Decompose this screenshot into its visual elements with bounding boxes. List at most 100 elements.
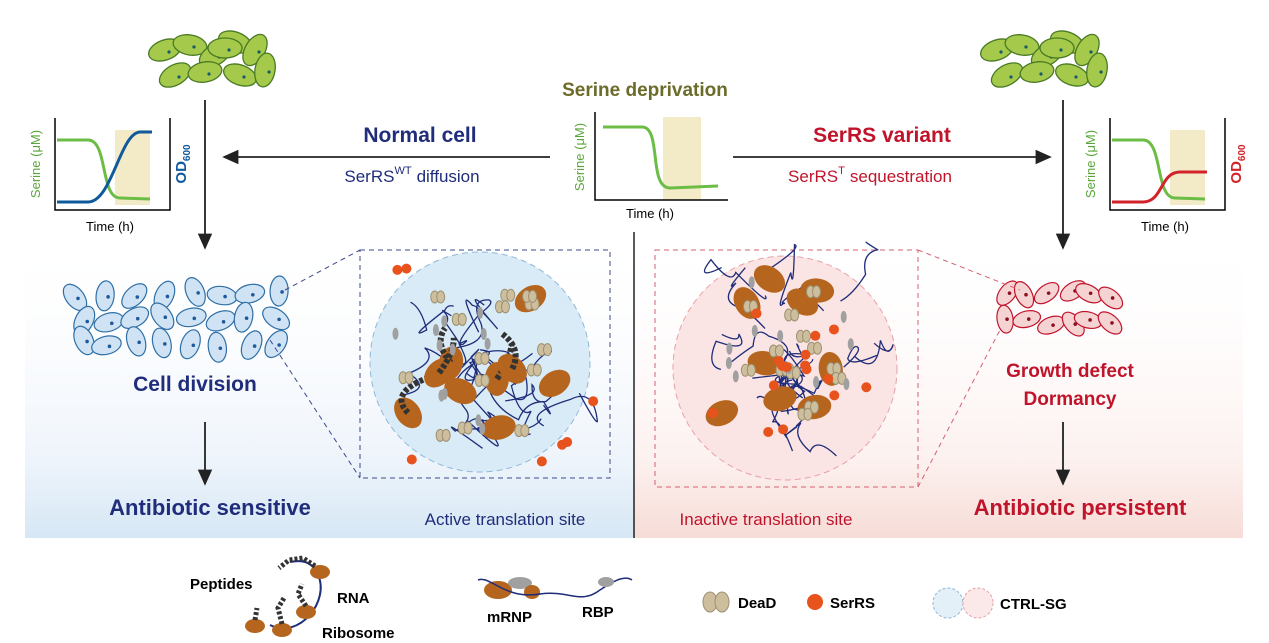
cell-dot (1026, 317, 1031, 321)
rbp (726, 342, 733, 355)
cell-dot (85, 339, 89, 344)
rna (458, 315, 479, 365)
rna (703, 258, 767, 300)
y2-label: OD600 (1228, 144, 1248, 184)
legend-label: Ribosome (322, 625, 395, 642)
cell-dot (177, 75, 181, 79)
cell-dot (85, 319, 90, 324)
legend-label: RBP (582, 604, 614, 621)
dead (532, 363, 542, 377)
dead (463, 421, 473, 435)
cell-dot (218, 346, 223, 351)
cell (990, 62, 1024, 88)
serrs (536, 456, 547, 467)
axes (1109, 118, 1226, 211)
cell-dot (257, 50, 261, 54)
cell (1086, 52, 1108, 88)
cell (264, 330, 288, 359)
serine-curve (603, 125, 719, 190)
cell-dot (1024, 45, 1028, 49)
cell (150, 302, 175, 331)
legend-mrnp (508, 577, 532, 589)
cell-state: Cell division (133, 373, 257, 396)
cell-dot (223, 294, 227, 299)
rna (410, 301, 454, 334)
dead (803, 407, 813, 421)
cell-dot (1024, 292, 1028, 297)
legend-mrnp (524, 585, 540, 599)
zoom-line (917, 249, 1021, 291)
cell-dot (76, 296, 80, 301)
dead (812, 285, 822, 299)
cell (179, 329, 201, 360)
cell-dot (1005, 317, 1009, 321)
cell (151, 327, 172, 359)
rna (840, 241, 880, 302)
legend-rbp (598, 577, 614, 587)
cell (240, 330, 263, 360)
cell-dot (1088, 291, 1093, 296)
cell-dot (251, 292, 255, 297)
cell-state: Growth defect (1006, 361, 1134, 382)
cell-dot (137, 340, 141, 345)
zoom-line (917, 329, 1001, 488)
rna (731, 331, 789, 365)
cell (1012, 310, 1042, 329)
cell-dot (1110, 296, 1115, 300)
legend-label: CTRL-SG (1000, 596, 1067, 613)
cell-dot (1099, 70, 1103, 74)
dead (774, 344, 784, 358)
cell-dot (1039, 72, 1043, 76)
rna (843, 345, 878, 368)
zoom-line (269, 339, 361, 479)
rbp (449, 343, 456, 356)
ribosome (705, 400, 739, 427)
dead (436, 290, 446, 304)
rna (464, 349, 490, 381)
cell (120, 306, 150, 330)
text-base: OD (173, 161, 190, 184)
rbp (484, 337, 491, 350)
cell-cluster (980, 30, 1108, 88)
text-sub: 600 (1237, 144, 1248, 161)
rbp (477, 306, 484, 319)
rna (488, 389, 552, 421)
rbp (480, 327, 487, 340)
x-label: Time (h) (626, 206, 674, 221)
rbp (847, 338, 854, 351)
serrs (823, 373, 834, 384)
arrow-title: Normal cell (363, 124, 476, 147)
cell-dot (1009, 75, 1013, 79)
zoom-box (654, 249, 919, 488)
rbp (725, 357, 732, 370)
legend-ribosome (272, 623, 292, 637)
serrs (800, 349, 811, 360)
cell-dot (135, 295, 140, 299)
cell-dot (1046, 291, 1051, 295)
cell-dot (244, 316, 249, 320)
cell-dot (1007, 291, 1012, 295)
legend-dead (714, 591, 730, 613)
shade (1170, 130, 1205, 205)
rbp (751, 324, 758, 337)
text-base: OD (1228, 161, 1245, 184)
serrs (708, 408, 719, 419)
text-sup: WT (394, 165, 411, 177)
axes (54, 118, 171, 211)
cell (187, 61, 223, 83)
serrs (861, 382, 872, 393)
cell (207, 37, 243, 59)
serrs (401, 263, 412, 274)
legend: Peptides RNA Ribosome mRNP RBP DeaD SerR… (190, 555, 1067, 642)
od-curve (1112, 170, 1207, 204)
cell (95, 280, 115, 312)
cell-dot (192, 45, 196, 49)
center-title: Serine deprivation (562, 80, 728, 101)
dead (500, 300, 510, 314)
x-label: Time (h) (86, 219, 134, 234)
cell (1039, 37, 1075, 59)
site-label: Active translation site (425, 510, 586, 529)
legend-label: SerRS (830, 595, 875, 612)
cell-dot (277, 317, 281, 322)
